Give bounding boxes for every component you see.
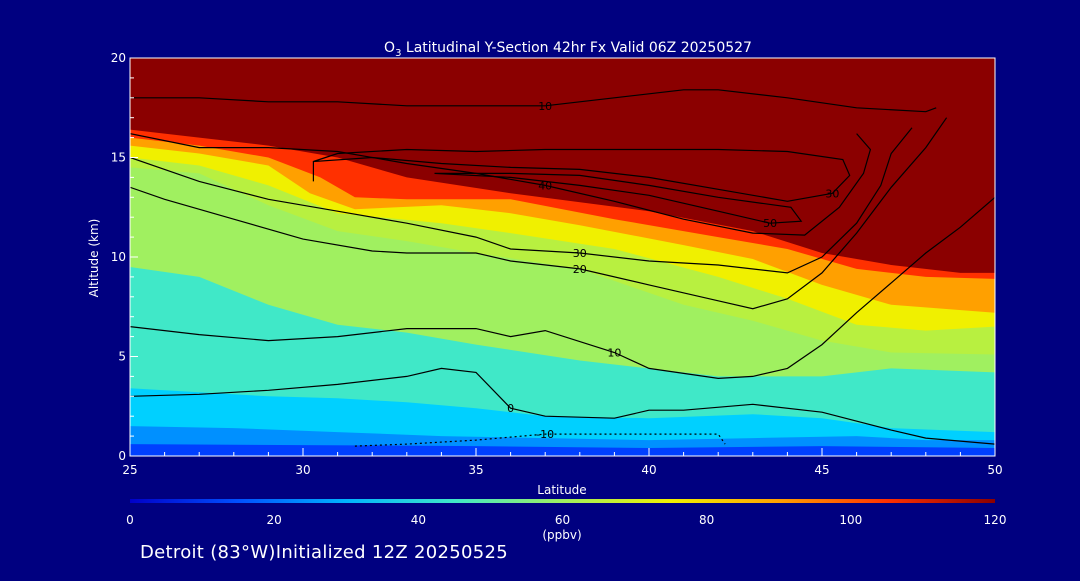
x-tick-label: 25 (122, 463, 137, 477)
x-axis-label: Latitude (537, 483, 586, 497)
colorbar-tick-label: 40 (411, 513, 426, 527)
colorbar-tick-label: 120 (984, 513, 1007, 527)
contour-line-50 (434, 172, 803, 224)
x-tick-label: 50 (987, 463, 1002, 477)
y-tick-label: 5 (118, 350, 126, 364)
contour-line-10 (130, 89, 937, 113)
contour-label: 10 (538, 100, 552, 113)
colorbar-unit-label: (ppbv) (542, 528, 581, 542)
colorbar-tick-label: 0 (126, 513, 134, 527)
plot-area: 0 10 20 30 40 30 50 10 -10 (130, 58, 995, 456)
x-tick-label: 40 (641, 463, 656, 477)
y-tick-label: 15 (111, 151, 126, 165)
contour-lines: 0 10 20 30 40 30 50 10 -10 (130, 89, 995, 447)
colorbar-tick-label: 100 (839, 513, 862, 527)
contour-line-30 (130, 127, 913, 274)
y-tick-label: 0 (118, 449, 126, 463)
contour-line-20 (130, 117, 948, 310)
x-axis-ticks: 25 30 35 40 45 50 (122, 448, 1003, 477)
x-tick-label: 35 (468, 463, 483, 477)
initialization-footer: Detroit (83°W)Initialized 12Z 20250525 (140, 542, 508, 563)
contour-line-0 (130, 367, 995, 445)
contour-line-40 (130, 133, 872, 236)
concentration-band-8 (130, 444, 995, 456)
colorbar-tick-label: 80 (699, 513, 714, 527)
y-axis-ticks: 0 5 10 15 20 (111, 51, 138, 463)
colorbar-tick-label: 20 (267, 513, 282, 527)
y-tick-label: 20 (111, 51, 126, 65)
y-axis-label: Altitude (km) (87, 219, 101, 298)
contour-label: 30 (825, 187, 839, 200)
y-tick-label: 10 (111, 250, 126, 264)
x-tick-label: 45 (814, 463, 829, 477)
contour-line-30 (312, 148, 851, 202)
contour-label: -10 (536, 428, 554, 441)
contour-label: 50 (763, 217, 777, 230)
concentration-fills (130, 129, 995, 456)
contour-label: 40 (538, 179, 552, 192)
x-tick-label: 30 (295, 463, 310, 477)
contour-label: 0 (507, 402, 514, 415)
colorbar-tick-label: 60 (555, 513, 570, 527)
contour-label: 30 (573, 247, 587, 260)
contour-label: 10 (607, 347, 621, 360)
contour-line--10 (354, 433, 726, 447)
colorbar-ticks: 0 20 40 60 80 100 120 (126, 513, 1006, 527)
contour-label: 20 (573, 263, 587, 276)
colorbar (130, 499, 995, 503)
chart-title: O3 Latitudinal Y-Section 42hr Fx Valid 0… (384, 40, 752, 59)
contour-line-10 (130, 196, 995, 380)
